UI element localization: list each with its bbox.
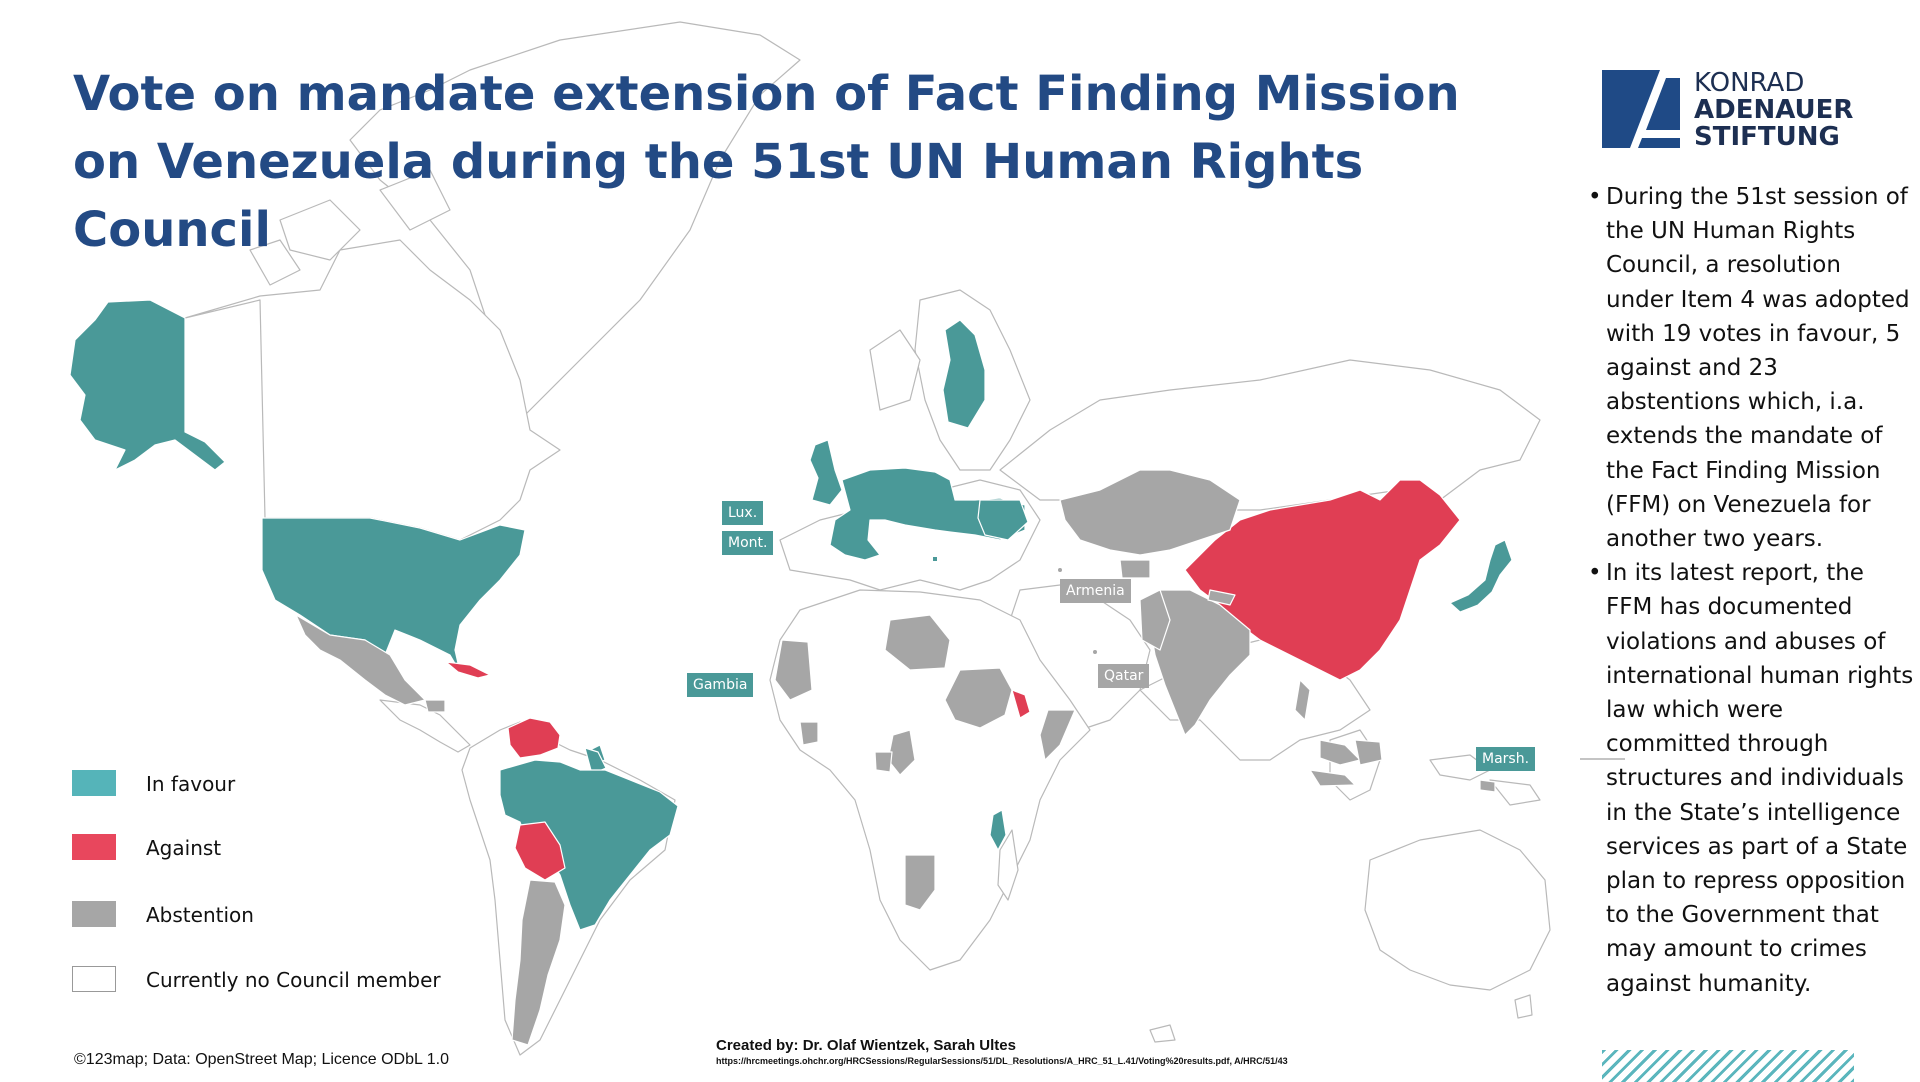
legend-swatch-abstention [72,901,116,927]
pacific-island [1479,779,1496,793]
kas-logo-text: KONRAD ADENAUER STIFTUNG [1694,70,1853,151]
note-item: During the 51st session of the UN Human … [1586,180,1914,556]
map-credit: ©123map; Data: OpenStreet Map; Licence O… [74,1051,449,1068]
uzbekistan [1119,559,1151,579]
greenland-outline [349,21,801,421]
info-notes: During the 51st session of the UN Human … [1586,180,1914,1001]
malawi [989,809,1007,851]
libya [884,614,951,671]
tag-qatar: Qatar [1098,664,1150,688]
tag-armenia: Armenia [1060,579,1131,603]
logo-line-1: KONRAD [1694,68,1805,98]
malaysia [1354,739,1383,766]
finland [942,319,986,429]
legend-swatch-against [72,834,116,860]
europe-west [829,467,1026,561]
legend-swatch-no-member [72,966,116,992]
honduras [424,699,446,713]
indonesia-2 [1309,769,1356,787]
legend-label: Against [146,836,222,860]
indonesia [1319,739,1361,766]
decorative-stripes [1602,1050,1854,1082]
india [1149,589,1251,736]
central-america-outline [379,699,471,753]
sudan [944,667,1013,729]
legend-item-favour: In favour [72,768,472,808]
kazakhstan [1059,469,1241,556]
ukraine [977,499,1029,541]
ivory-coast [799,721,819,746]
legend-label: In favour [146,772,236,796]
tag-montenegro: Mont. [722,531,774,555]
vietnam [1294,679,1311,721]
venezuela [507,717,561,759]
alaska [69,299,226,471]
created-by: Created by: Dr. Olaf Wientzek, Sarah Ult… [716,1037,1016,1054]
gabon [874,751,893,773]
mauritania [774,639,813,701]
bolivia [514,821,566,881]
australia-outline [1364,829,1551,991]
tag-luxembourg: Lux. [722,501,764,525]
tag-marshall-islands: Marsh. [1476,747,1536,771]
argentina [511,879,566,1046]
somalia [1039,709,1076,761]
japan [1449,539,1513,613]
legend-label: Abstention [146,903,254,927]
page-title: Vote on mandate extension of Fact Findin… [73,66,1460,258]
pakistan [1139,589,1171,651]
legend-item-no-member: Currently no Council member [72,964,472,1004]
tag-gambia: Gambia [687,673,754,697]
logo-line-3: STIFTUNG [1694,122,1840,152]
cuba [445,661,491,679]
mexico [295,614,426,706]
legend-item-against: Against [72,832,472,872]
russia-outline [999,359,1541,511]
usa [261,517,526,673]
logo-line-2: ADENAUER [1694,95,1854,125]
legend-label: Currently no Council member [146,968,441,992]
note-item: In its latest report, the FFM has docume… [1586,556,1914,1001]
nepal [1207,589,1236,606]
namibia [904,854,936,911]
eritrea [1011,689,1031,719]
legend-swatch-favour [72,770,116,796]
kas-logo: KONRAD ADENAUER STIFTUNG [1602,70,1882,160]
source-link[interactable]: https://hrcmeetings.ohchr.org/HRCSession… [716,1056,1288,1066]
armenia-dot [1058,568,1062,572]
legend-item-abstention: Abstention [72,899,472,939]
qatar-dot [1093,650,1097,654]
guyana [584,747,607,775]
kas-logo-icon [1602,70,1680,148]
uk [809,439,843,506]
montenegro-dot [933,557,937,561]
